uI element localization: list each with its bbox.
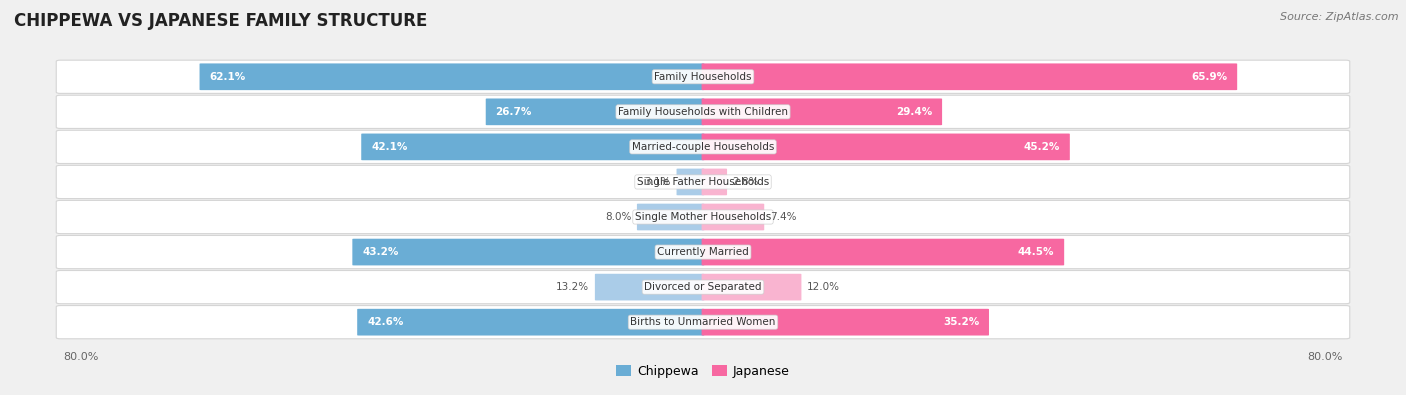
Text: 80.0%: 80.0% xyxy=(63,352,98,361)
Text: 43.2%: 43.2% xyxy=(363,247,398,257)
Text: 13.2%: 13.2% xyxy=(557,282,589,292)
Text: 3.1%: 3.1% xyxy=(644,177,671,187)
Text: Births to Unmarried Women: Births to Unmarried Women xyxy=(630,317,776,327)
Legend: Chippewa, Japanese: Chippewa, Japanese xyxy=(612,360,794,383)
Text: Single Mother Households: Single Mother Households xyxy=(636,212,770,222)
Text: Married-couple Households: Married-couple Households xyxy=(631,142,775,152)
Text: CHIPPEWA VS JAPANESE FAMILY STRUCTURE: CHIPPEWA VS JAPANESE FAMILY STRUCTURE xyxy=(14,12,427,30)
Text: 44.5%: 44.5% xyxy=(1018,247,1054,257)
Text: 62.1%: 62.1% xyxy=(209,72,246,82)
Text: 8.0%: 8.0% xyxy=(605,212,631,222)
Text: 12.0%: 12.0% xyxy=(807,282,839,292)
Text: 65.9%: 65.9% xyxy=(1191,72,1227,82)
Text: 42.6%: 42.6% xyxy=(367,317,404,327)
Text: 26.7%: 26.7% xyxy=(495,107,531,117)
Text: 29.4%: 29.4% xyxy=(896,107,932,117)
Text: Single Father Households: Single Father Households xyxy=(637,177,769,187)
Text: 80.0%: 80.0% xyxy=(1308,352,1343,361)
Text: Family Households with Children: Family Households with Children xyxy=(619,107,787,117)
Text: Source: ZipAtlas.com: Source: ZipAtlas.com xyxy=(1281,12,1399,22)
Text: 7.4%: 7.4% xyxy=(770,212,796,222)
Text: Divorced or Separated: Divorced or Separated xyxy=(644,282,762,292)
Text: 45.2%: 45.2% xyxy=(1024,142,1060,152)
Text: Currently Married: Currently Married xyxy=(657,247,749,257)
Text: 35.2%: 35.2% xyxy=(943,317,979,327)
Text: 2.8%: 2.8% xyxy=(733,177,759,187)
Text: 42.1%: 42.1% xyxy=(371,142,408,152)
Text: Family Households: Family Households xyxy=(654,72,752,82)
